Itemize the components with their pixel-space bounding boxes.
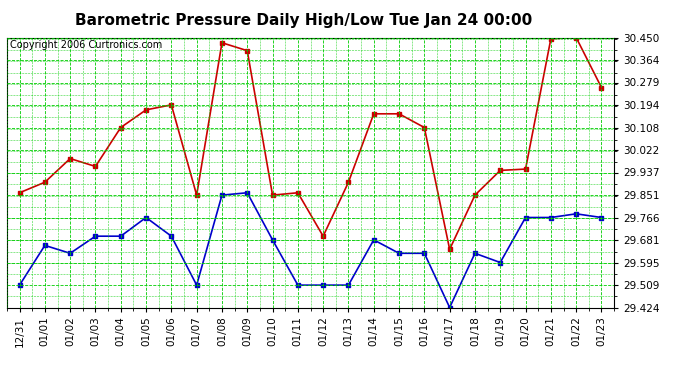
Text: Barometric Pressure Daily High/Low Tue Jan 24 00:00: Barometric Pressure Daily High/Low Tue J… bbox=[75, 13, 532, 28]
Text: Copyright 2006 Curtronics.com: Copyright 2006 Curtronics.com bbox=[10, 40, 162, 50]
